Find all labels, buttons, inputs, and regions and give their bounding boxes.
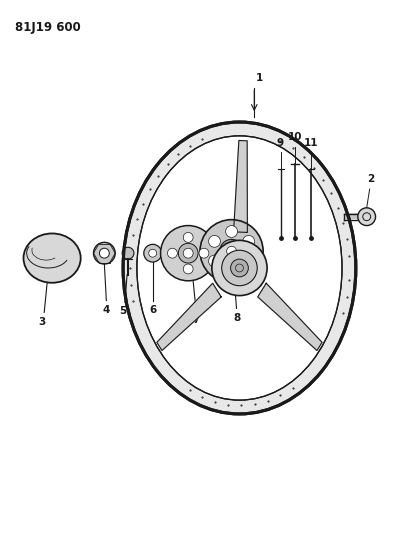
Circle shape xyxy=(358,208,376,225)
Circle shape xyxy=(212,240,267,296)
Circle shape xyxy=(200,220,263,283)
Circle shape xyxy=(183,264,193,274)
Polygon shape xyxy=(258,283,322,351)
Text: 10: 10 xyxy=(287,132,302,142)
Text: 3: 3 xyxy=(39,317,46,327)
Text: 81J19 600: 81J19 600 xyxy=(15,21,80,35)
Circle shape xyxy=(144,244,162,262)
Circle shape xyxy=(122,247,134,259)
Text: 2: 2 xyxy=(367,174,374,184)
Circle shape xyxy=(222,250,257,286)
Circle shape xyxy=(178,244,198,263)
Text: 4: 4 xyxy=(103,305,110,316)
Ellipse shape xyxy=(23,233,81,283)
Circle shape xyxy=(243,255,255,267)
Polygon shape xyxy=(123,122,356,414)
Circle shape xyxy=(149,249,157,257)
Polygon shape xyxy=(234,141,247,232)
Circle shape xyxy=(226,246,237,256)
Circle shape xyxy=(168,248,177,258)
Polygon shape xyxy=(157,283,221,351)
Circle shape xyxy=(199,248,209,258)
Circle shape xyxy=(93,243,115,264)
Circle shape xyxy=(183,232,193,243)
Text: 1: 1 xyxy=(256,72,264,83)
Circle shape xyxy=(183,248,193,258)
Circle shape xyxy=(209,236,220,247)
Text: 6: 6 xyxy=(149,305,156,316)
Text: 8: 8 xyxy=(233,313,240,324)
Circle shape xyxy=(231,259,248,277)
Circle shape xyxy=(220,239,243,263)
Text: 5: 5 xyxy=(119,306,127,317)
Circle shape xyxy=(100,248,109,258)
Text: 11: 11 xyxy=(304,138,319,148)
Circle shape xyxy=(160,225,216,281)
Text: 9: 9 xyxy=(276,138,283,148)
Circle shape xyxy=(209,255,220,267)
Circle shape xyxy=(243,236,255,247)
Circle shape xyxy=(226,265,237,277)
Circle shape xyxy=(226,225,237,237)
Text: 7: 7 xyxy=(192,316,200,325)
